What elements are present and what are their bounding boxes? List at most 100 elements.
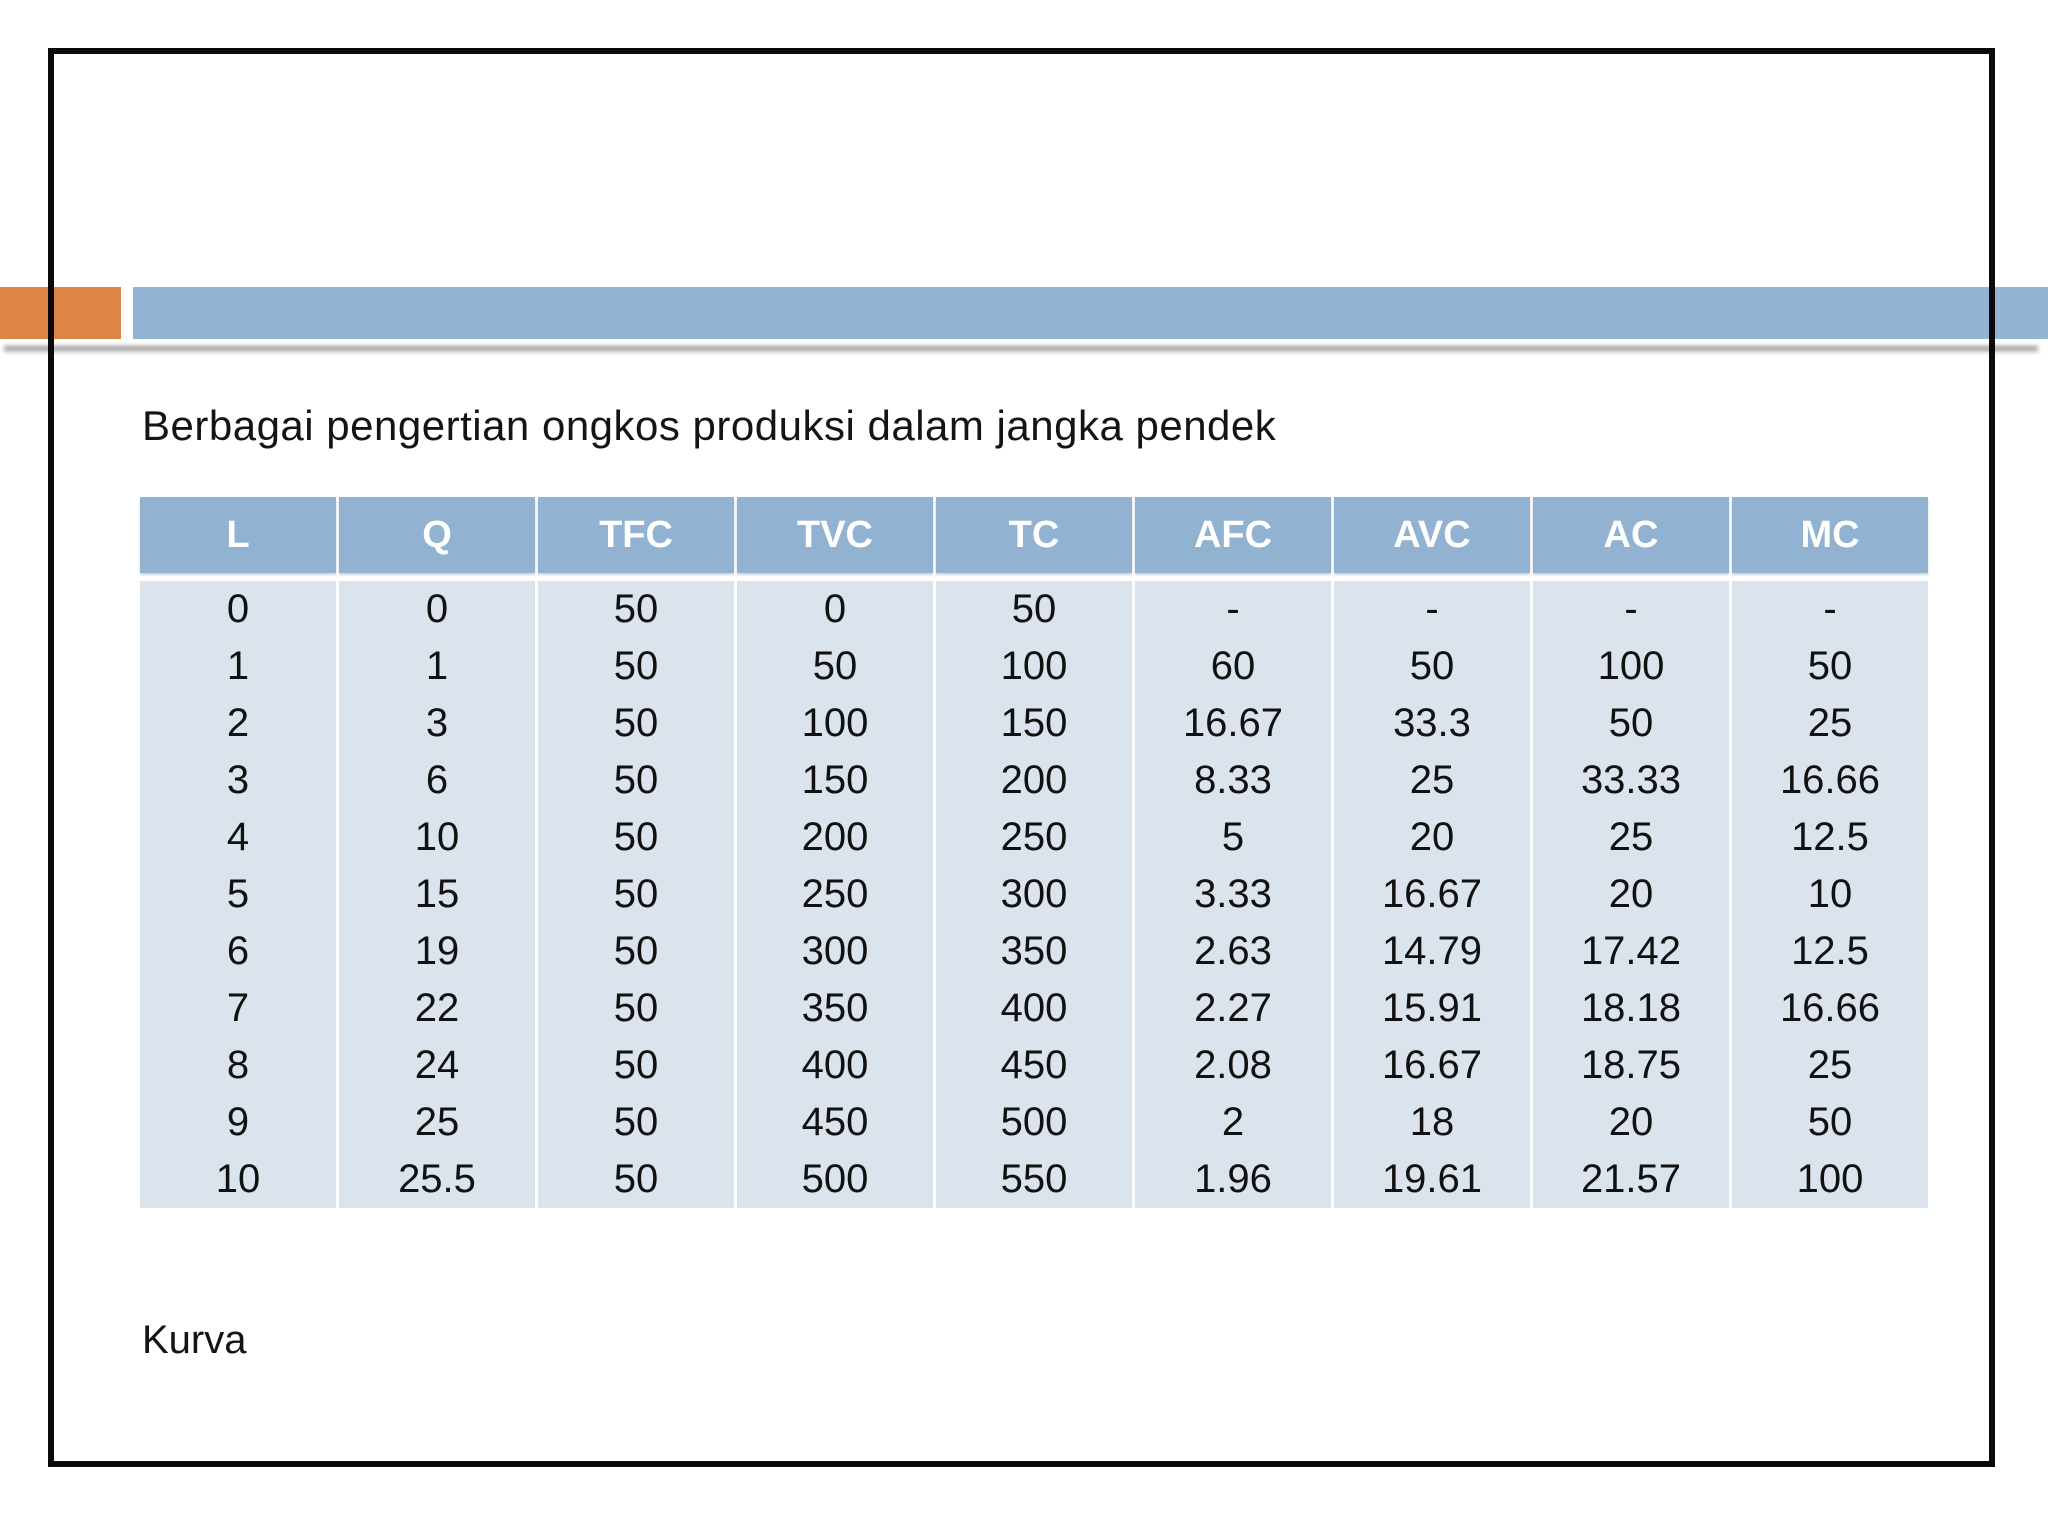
table-cell: 50 — [538, 695, 734, 752]
table-cell: 10 — [339, 809, 535, 866]
table-cell: 16.67 — [1334, 1037, 1530, 1094]
table-cell: 50 — [538, 809, 734, 866]
table-cell: 5 — [1135, 809, 1331, 866]
table-cell: 25 — [339, 1094, 535, 1151]
table-cell: 50 — [1732, 638, 1928, 695]
table-cell: 8.33 — [1135, 752, 1331, 809]
table-cell: 300 — [737, 923, 933, 980]
table-cell: 16.66 — [1732, 980, 1928, 1037]
column-header-avc: AVC — [1334, 497, 1530, 573]
table-cell: 550 — [936, 1151, 1132, 1208]
table-cell: 250 — [737, 866, 933, 923]
table-cell: 14.79 — [1334, 923, 1530, 980]
table-cell: 8 — [140, 1037, 336, 1094]
table-cell: 450 — [936, 1037, 1132, 1094]
table-cell: 2.27 — [1135, 980, 1331, 1037]
table-cell: 25 — [1732, 695, 1928, 752]
table-cell: 50 — [538, 638, 734, 695]
table-cell: 18.75 — [1533, 1037, 1729, 1094]
table-cell: - — [1334, 581, 1530, 638]
table-cell: 19.61 — [1334, 1151, 1530, 1208]
table-row: 10 25.5 50 500 550 1.96 19.61 21.57 100 — [140, 1151, 1928, 1208]
table-cell: 33.3 — [1334, 695, 1530, 752]
table-cell: 18 — [1334, 1094, 1530, 1151]
table-header-row: L Q TFC TVC TC AFC AVC AC MC — [140, 497, 1928, 573]
accent-bar-blue — [133, 287, 2048, 339]
table-cell: 24 — [339, 1037, 535, 1094]
table-cell: 10 — [140, 1151, 336, 1208]
table-cell: 4 — [140, 809, 336, 866]
table-cell: 300 — [936, 866, 1132, 923]
table-row: 7 22 50 350 400 2.27 15.91 18.18 16.66 — [140, 980, 1928, 1037]
table-cell: 50 — [538, 866, 734, 923]
column-header-l: L — [140, 497, 336, 573]
table-cell: 7 — [140, 980, 336, 1037]
table-cell: 2.63 — [1135, 923, 1331, 980]
slide-title: Berbagai pengertian ongkos produksi dala… — [142, 402, 1277, 449]
table-cell: 2 — [140, 695, 336, 752]
column-header-tvc: TVC — [737, 497, 933, 573]
table-cell: 6 — [140, 923, 336, 980]
accent-bar-orange — [0, 287, 121, 339]
table-cell: 2.08 — [1135, 1037, 1331, 1094]
table-cell: 50 — [1732, 1094, 1928, 1151]
table-cell: 50 — [1334, 638, 1530, 695]
table-cell: 400 — [737, 1037, 933, 1094]
table-cell: 1.96 — [1135, 1151, 1331, 1208]
table-cell: 16.67 — [1135, 695, 1331, 752]
table-row: 8 24 50 400 450 2.08 16.67 18.75 25 — [140, 1037, 1928, 1094]
table-cell: 20 — [1334, 809, 1530, 866]
table-cell: 350 — [936, 923, 1132, 980]
table-cell: 21.57 — [1533, 1151, 1729, 1208]
column-header-tc: TC — [936, 497, 1132, 573]
table-cell: 250 — [936, 809, 1132, 866]
table-cell: 15.91 — [1334, 980, 1530, 1037]
cost-table: L Q TFC TVC TC AFC AVC AC MC 0 0 50 0 50- - - -1 1 50 50 10… — [140, 497, 1928, 1208]
table-cell: 1 — [339, 638, 535, 695]
table-cell: 50 — [1533, 695, 1729, 752]
table-cell: 16.67 — [1334, 866, 1530, 923]
table-cell: 50 — [538, 1037, 734, 1094]
table-cell: 3 — [339, 695, 535, 752]
table-cell: 100 — [1732, 1151, 1928, 1208]
accent-bar-shadow — [4, 346, 2038, 352]
table-cell: 9 — [140, 1094, 336, 1151]
table-cell: 50 — [538, 752, 734, 809]
table-row: 2 3 50 100 150 16.67 33.3 50 25 — [140, 695, 1928, 752]
table-cell: 19 — [339, 923, 535, 980]
table-cell: 50 — [936, 581, 1132, 638]
table-cell: 16.66 — [1732, 752, 1928, 809]
table-row: 6 19 50 300 350 2.63 14.79 17.42 12.5 — [140, 923, 1928, 980]
table-cell: 12.5 — [1732, 923, 1928, 980]
table-cell: 50 — [538, 923, 734, 980]
table-cell: 18.18 — [1533, 980, 1729, 1037]
table-cell: 450 — [737, 1094, 933, 1151]
table-cell: 15 — [339, 866, 535, 923]
table-row: 4 10 50 200 250 5 20 25 12.5 — [140, 809, 1928, 866]
table-row: 0 0 50 0 50- - - - — [140, 581, 1928, 638]
column-header-mc: MC — [1732, 497, 1928, 573]
table-row: 3 6 50 150 200 8.33 25 33.33 16.66 — [140, 752, 1928, 809]
table-cell: 150 — [737, 752, 933, 809]
column-header-tfc: TFC — [538, 497, 734, 573]
kurva-label: Kurva — [142, 1318, 247, 1362]
table-cell: 100 — [1533, 638, 1729, 695]
table-cell: 0 — [737, 581, 933, 638]
table-cell: 500 — [737, 1151, 933, 1208]
table-row: 9 25 50 450 500 2 18 20 50 — [140, 1094, 1928, 1151]
table-cell: 25 — [1334, 752, 1530, 809]
table-cell: 50 — [538, 1151, 734, 1208]
table-cell: 60 — [1135, 638, 1331, 695]
table-cell: 10 — [1732, 866, 1928, 923]
table-cell: 400 — [936, 980, 1132, 1037]
table-cell: 3 — [140, 752, 336, 809]
table-cell: 25 — [1533, 809, 1729, 866]
table-cell: 3.33 — [1135, 866, 1331, 923]
table-cell: 5 — [140, 866, 336, 923]
table-cell: - — [1135, 581, 1331, 638]
table-cell: 6 — [339, 752, 535, 809]
table-cell: 200 — [737, 809, 933, 866]
table-cell: 25 — [1732, 1037, 1928, 1094]
table-cell: 33.33 — [1533, 752, 1729, 809]
table-cell: 350 — [737, 980, 933, 1037]
